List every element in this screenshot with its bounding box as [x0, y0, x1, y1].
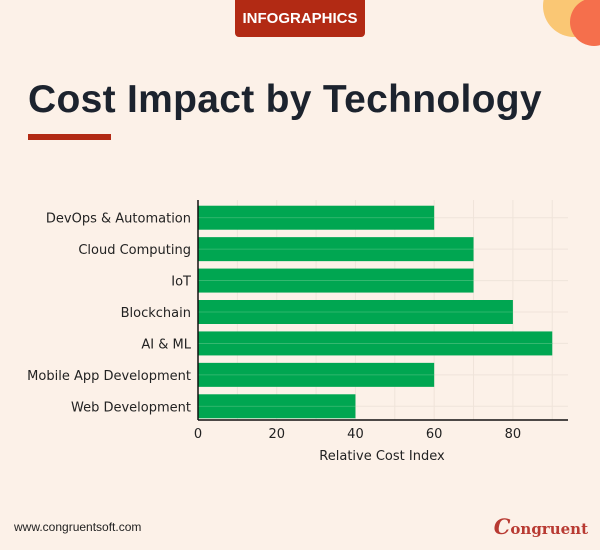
x-axis-label: Relative Cost Index	[319, 449, 445, 464]
category-badge: INFOGRAPHICS	[235, 0, 365, 37]
brand-logo: Congruent	[493, 514, 588, 539]
website-url: www.congruentsoft.com	[14, 520, 142, 534]
x-tick-label: 80	[505, 427, 522, 442]
category-label: Cloud Computing	[78, 243, 191, 258]
category-label: IoT	[171, 275, 191, 290]
category-label: Web Development	[71, 400, 191, 415]
page-title: Cost Impact by Technology	[28, 78, 542, 121]
category-label: AI & ML	[141, 337, 191, 352]
x-tick-label: 20	[268, 427, 285, 442]
category-label: Mobile App Development	[27, 369, 191, 384]
category-label: DevOps & Automation	[46, 212, 191, 227]
x-tick-label: 0	[194, 427, 202, 442]
category-label: Blockchain	[121, 306, 191, 321]
x-tick-label: 40	[347, 427, 364, 442]
x-tick-label: 60	[426, 427, 443, 442]
title-underline	[28, 134, 111, 140]
